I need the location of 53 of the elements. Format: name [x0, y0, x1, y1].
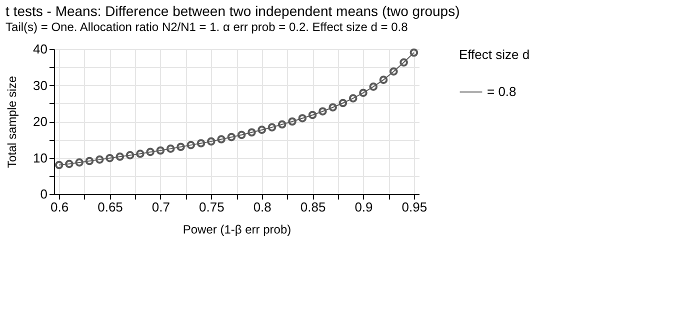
x-tick-label: 0.85: [300, 200, 326, 214]
point: [206, 137, 216, 146]
point: [318, 107, 327, 116]
point: [298, 114, 307, 122]
x-tick-label: 0.6: [50, 200, 69, 214]
point: [106, 154, 114, 162]
x-tick-label: 0.65: [98, 200, 123, 214]
point: [95, 155, 104, 164]
y-tick-label: 10: [33, 150, 48, 166]
y-tick-label: 30: [33, 78, 48, 93]
x-tick-label: 0.9: [354, 200, 373, 214]
y-tick-label: 40: [33, 42, 48, 56]
point: [237, 130, 246, 140]
point: [248, 128, 256, 137]
point: [196, 139, 206, 148]
point: [359, 88, 368, 98]
point: [146, 148, 154, 156]
point: [116, 152, 124, 161]
point: [75, 158, 84, 167]
chart-subtitle: Tail(s) = One. Allocation ratio N2/N1 = 1. α err prob = 0.2. Effect size d = 0.8: [6, 20, 408, 34]
point: [217, 135, 226, 144]
point: [136, 150, 144, 158]
point: [186, 140, 196, 150]
point: [126, 151, 134, 160]
point: [328, 103, 337, 112]
point: [156, 146, 165, 155]
x-tick-label: 0.95: [402, 200, 428, 214]
y-tick-label: 20: [33, 114, 48, 129]
point: [227, 132, 236, 142]
point: [166, 144, 175, 153]
point: [288, 117, 296, 126]
point: [400, 58, 408, 67]
point: [338, 98, 348, 108]
point: [268, 123, 276, 132]
point: [85, 156, 94, 166]
point: [389, 67, 398, 76]
chart-title: t tests - Means: Difference between two independent means (two groups): [6, 3, 460, 19]
point: [258, 126, 266, 134]
point: [176, 142, 185, 152]
point: [278, 120, 286, 129]
point: [65, 160, 74, 168]
x-tick-label: 0.8: [253, 200, 272, 214]
x-tick-label: 0.75: [198, 200, 224, 214]
point: [348, 94, 358, 102]
y-tick-label: 0: [40, 186, 48, 202]
point: [308, 110, 317, 120]
x-tick-label: 0.7: [152, 200, 170, 214]
point: [369, 82, 378, 91]
point: [379, 76, 388, 84]
y-axis-title: Total sample size: [5, 76, 20, 168]
legend-label: = 0.8: [487, 84, 516, 99]
legend-title: Effect size d: [459, 47, 530, 62]
x-axis-title: Power (1-β err prob): [182, 222, 292, 236]
